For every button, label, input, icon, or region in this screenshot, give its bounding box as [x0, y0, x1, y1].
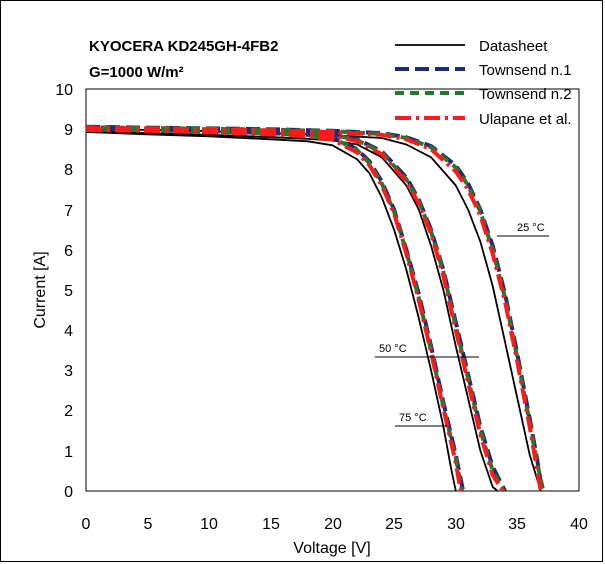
legend-item-ulapane: Ulapane et al.	[395, 111, 572, 128]
y-tick-label: 6	[64, 243, 73, 260]
curve-datasheet-25c	[85, 127, 542, 492]
curve-ulapane-et-al-25c	[85, 126, 543, 492]
curve-townsend-n-1-50c	[85, 125, 507, 492]
x-tick-label: 20	[324, 516, 342, 533]
y-tick-label: 1	[64, 444, 73, 461]
x-tick-label: 10	[200, 516, 218, 533]
y-axis-ticks: 0 1 2 3 4 5 6 7 8 9 10	[55, 82, 73, 501]
y-tick-label: 8	[64, 162, 73, 179]
plot-area	[85, 88, 580, 492]
annotation-50c: 50 °C	[375, 343, 479, 358]
x-tick-label: 25	[385, 516, 403, 533]
curve-townsend-n-2-50c	[85, 126, 506, 492]
chart-title-model: KYOCERA KD245GH-4FB2	[89, 38, 279, 55]
curve-datasheet-75c	[85, 131, 457, 492]
annotation-75c: 75 °C	[395, 412, 447, 427]
series-curves	[85, 124, 546, 493]
curve-ulapane-et-al-75c	[85, 128, 463, 492]
x-tick-label: 35	[508, 516, 526, 533]
y-tick-label: 10	[55, 82, 73, 99]
x-axis-title: Voltage [V]	[293, 540, 370, 557]
legend: Datasheet Townsend n.1 Townsend n.2 Ulap…	[395, 38, 572, 128]
legend-label-ulapane: Ulapane et al.	[479, 111, 572, 128]
legend-label-townsend-1: Townsend n.1	[479, 62, 572, 79]
curve-ulapane-et-al-50c	[85, 126, 505, 493]
y-tick-label: 0	[64, 484, 73, 501]
annotation-75c-label: 75 °C	[399, 412, 427, 424]
curve-datasheet-50c	[85, 130, 499, 492]
curve-townsend-n-1-75c	[85, 127, 466, 492]
x-axis-ticks: 0 5 10 15 20 25 30 35 40	[82, 516, 588, 533]
y-tick-label: 3	[64, 363, 73, 380]
curve-townsend-n-1-25c	[85, 124, 544, 492]
x-tick-label: 15	[262, 516, 280, 533]
y-tick-label: 5	[64, 283, 73, 300]
legend-item-datasheet: Datasheet	[395, 38, 548, 55]
annotation-25c-label: 25 °C	[517, 222, 545, 234]
y-tick-label: 2	[64, 403, 73, 420]
y-tick-label: 7	[64, 203, 73, 220]
curve-townsend-n-2-25c	[85, 125, 546, 492]
annotation-50c-label: 50 °C	[379, 343, 407, 355]
x-tick-label: 0	[82, 516, 91, 533]
legend-label-townsend-2: Townsend n.2	[479, 86, 572, 103]
y-tick-label: 4	[64, 323, 73, 340]
legend-item-townsend-2: Townsend n.2	[395, 86, 572, 103]
x-tick-label: 30	[447, 516, 465, 533]
legend-item-townsend-1: Townsend n.1	[395, 62, 572, 79]
y-tick-label: 9	[64, 122, 73, 139]
legend-label-datasheet: Datasheet	[479, 38, 548, 55]
x-tick-label: 5	[144, 516, 153, 533]
y-axis-title: Current [A]	[32, 251, 49, 328]
x-tick-label: 40	[570, 516, 588, 533]
annotation-25c: 25 °C	[497, 222, 549, 237]
chart-title-irradiance: G=1000 W/m²	[89, 64, 184, 81]
